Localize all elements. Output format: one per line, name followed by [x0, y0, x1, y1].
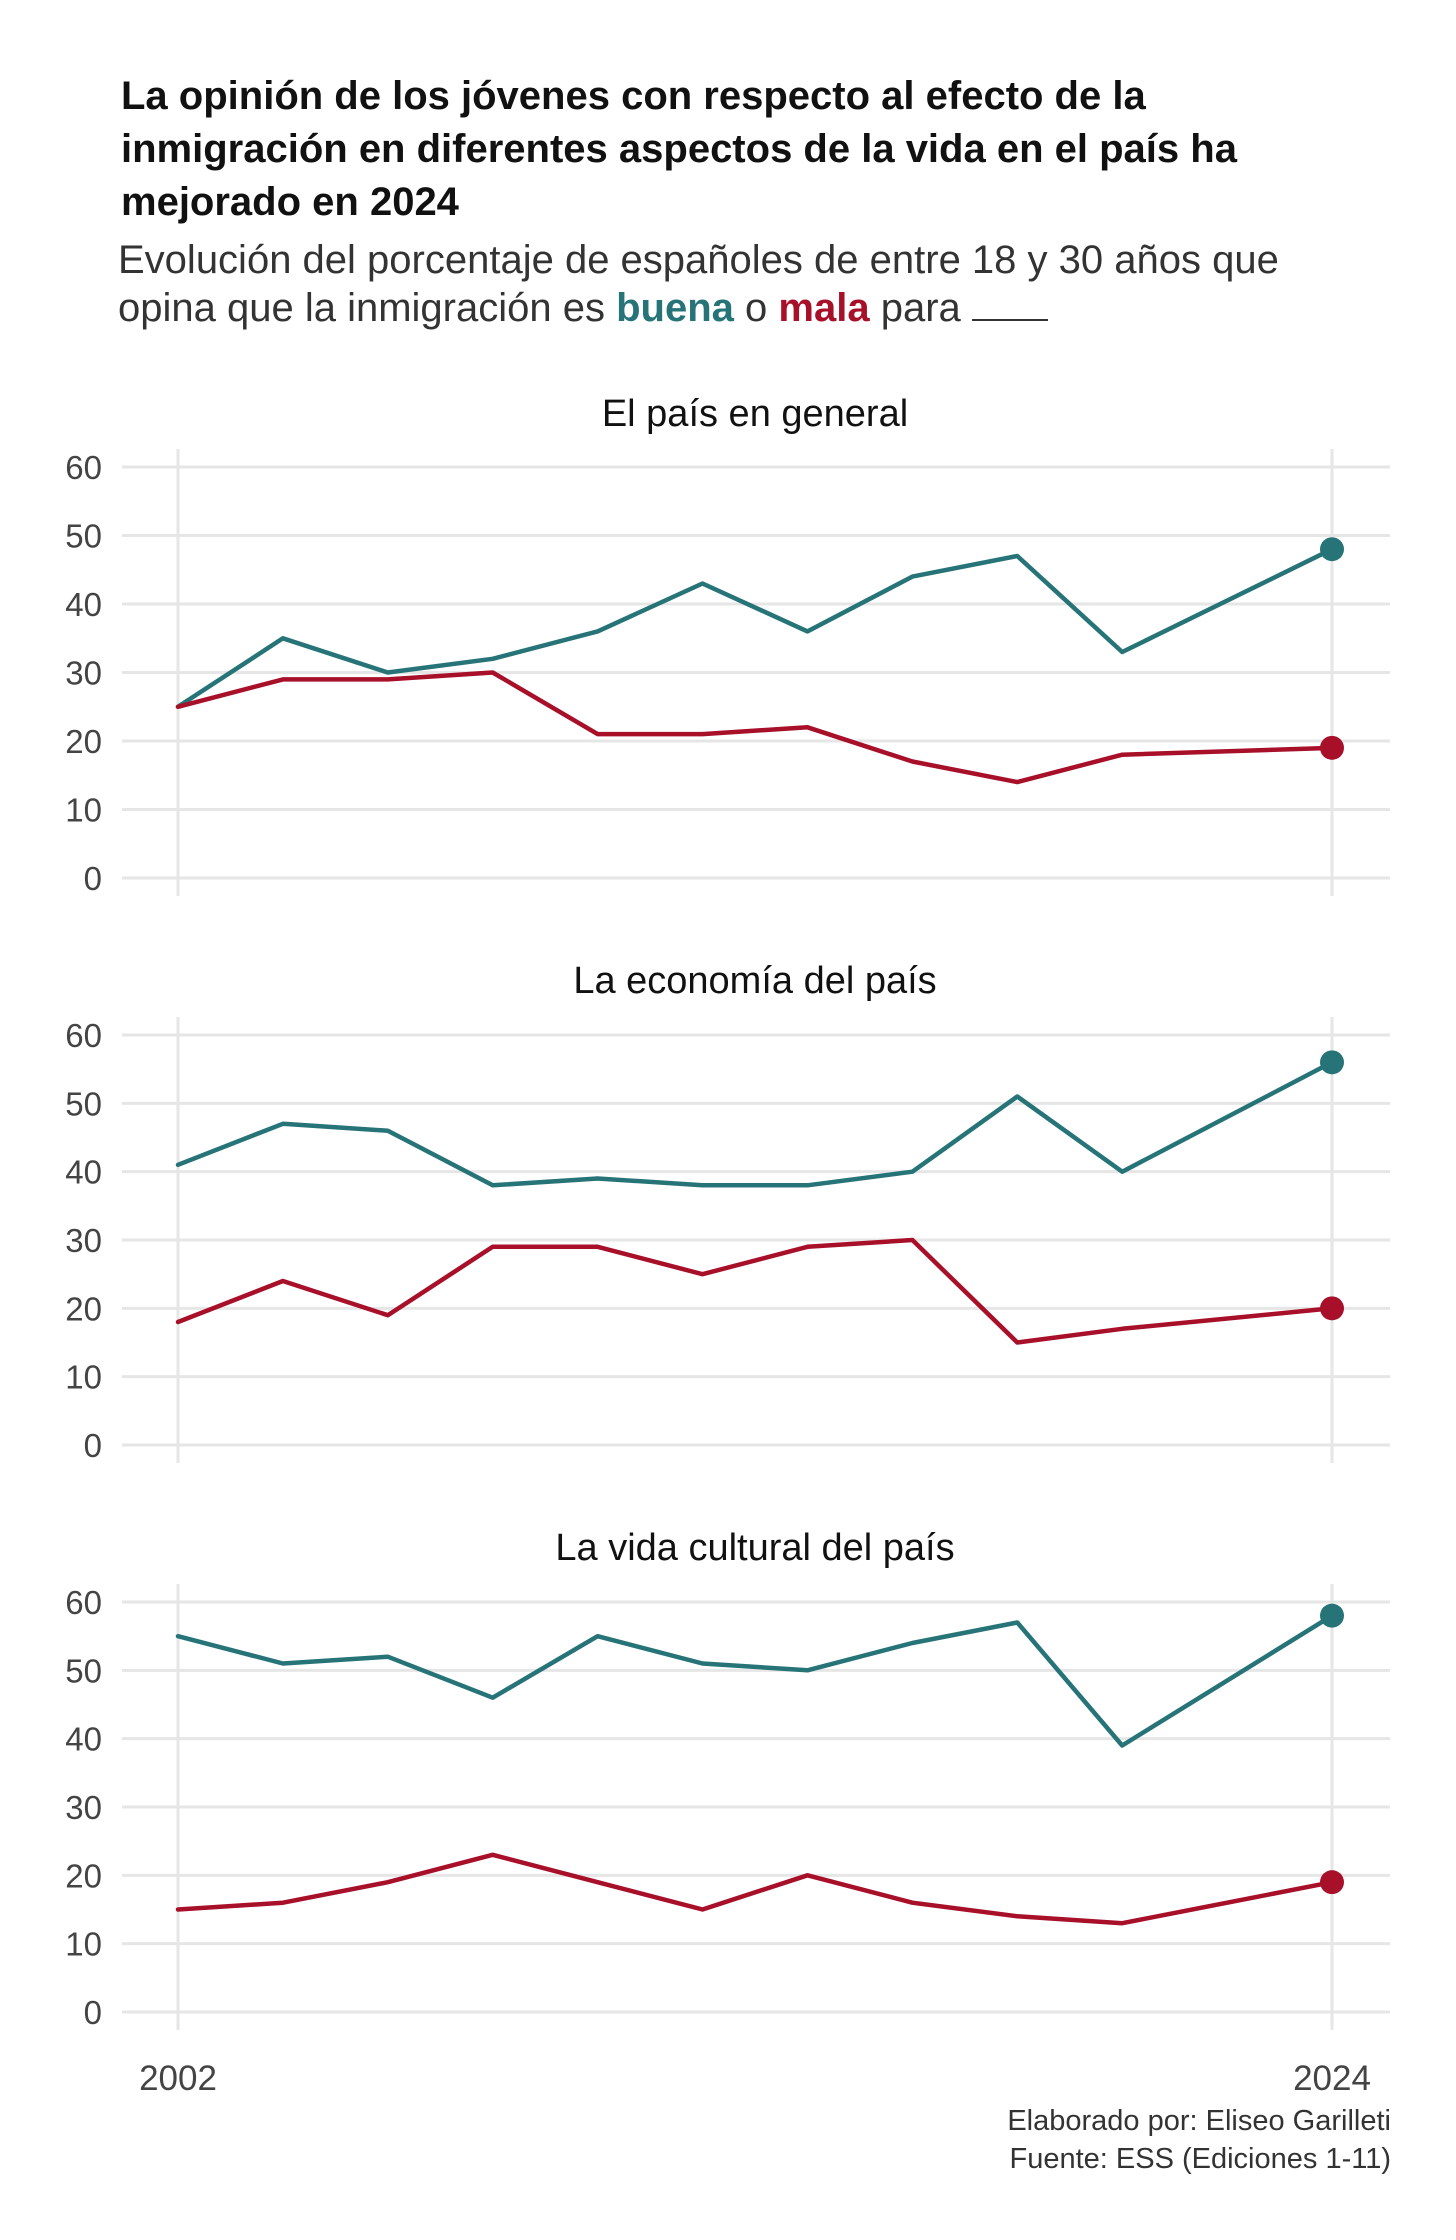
y-tick-label: 20	[65, 723, 102, 760]
y-tick-label: 50	[65, 1085, 102, 1122]
y-tick-label: 40	[65, 1721, 102, 1758]
y-tick-label: 20	[65, 1857, 102, 1894]
series-end-dot-mala	[1320, 1296, 1344, 1321]
subtitle-connector: o	[745, 286, 768, 330]
series-line-mala	[175, 670, 1335, 785]
y-tick-label: 30	[65, 1222, 102, 1259]
subtitle-after: para	[880, 286, 961, 330]
y-tick-label: 10	[65, 792, 102, 829]
subtitle-text: Evolución del porcentaje de españoles de…	[118, 238, 1279, 330]
y-tick-label: 60	[65, 449, 102, 486]
y-tick-label: 40	[65, 586, 102, 623]
y-tick-label: 50	[65, 1652, 102, 1689]
panel-title: La economía del país	[573, 960, 936, 1002]
y-tick-label: 10	[65, 1926, 102, 1963]
series-end-dot-buena	[1320, 1050, 1344, 1075]
y-tick-label: 0	[84, 1994, 102, 2031]
credits-author: Elaborado por: Eliseo Garilleti	[1007, 2105, 1391, 2137]
series-end-dot-buena	[1320, 1603, 1344, 1628]
x-tick-label: 2002	[139, 2059, 217, 2098]
series-end-dot-mala	[1320, 735, 1344, 760]
series-end-dot-mala	[1320, 1870, 1344, 1895]
y-tick-label: 30	[65, 655, 102, 692]
subtitle-mala: mala	[778, 286, 870, 330]
series-line-buena	[175, 1613, 1335, 1748]
y-tick-label: 50	[65, 518, 102, 555]
y-tick-label: 30	[65, 1789, 102, 1826]
y-tick-label: 0	[84, 860, 102, 897]
y-tick-label: 10	[65, 1359, 102, 1396]
subtitle-blank	[971, 289, 1048, 321]
series-line-mala	[175, 1852, 1335, 1926]
x-tick-label: 2024	[1293, 2059, 1371, 2098]
panel-title: La vida cultural del país	[555, 1527, 954, 1569]
y-tick-label: 0	[84, 1427, 102, 1464]
subtitle-buena: buena	[616, 286, 734, 330]
series-line-buena	[175, 546, 1335, 710]
series-line-buena	[175, 1060, 1335, 1188]
series-line-mala	[175, 1237, 1335, 1345]
credits-source: Fuente: ESS (Ediciones 1-11)	[1009, 2143, 1392, 2175]
y-tick-label: 60	[65, 1017, 102, 1054]
y-tick-label: 20	[65, 1290, 102, 1327]
series-end-dot-buena	[1320, 537, 1344, 562]
y-tick-label: 60	[65, 1584, 102, 1621]
chart-title: La opinión de los jóvenes con respecto a…	[121, 74, 1237, 224]
panel-title: El país en general	[602, 393, 908, 435]
y-tick-label: 40	[65, 1154, 102, 1191]
credits: Elaborado por: Eliseo Garilleti Fuente: …	[1007, 2102, 1391, 2178]
chart-subtitle: Evolución del porcentaje de españoles de…	[118, 236, 1368, 332]
